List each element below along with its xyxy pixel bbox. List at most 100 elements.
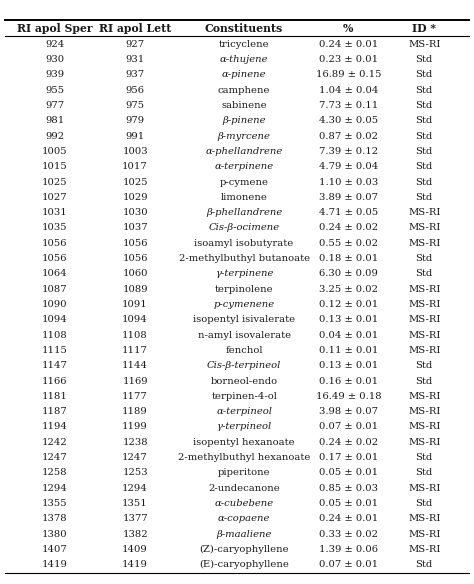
Text: limonene: limonene xyxy=(221,193,267,202)
Text: 3.98 ± 0.07: 3.98 ± 0.07 xyxy=(319,407,378,416)
Text: 4.30 ± 0.05: 4.30 ± 0.05 xyxy=(319,116,378,126)
Text: 7.73 ± 0.11: 7.73 ± 0.11 xyxy=(319,101,378,110)
Text: 0.24 ± 0.02: 0.24 ± 0.02 xyxy=(319,224,378,232)
Text: 1194: 1194 xyxy=(42,422,67,432)
Text: 1355: 1355 xyxy=(42,499,67,508)
Text: 3.89 ± 0.07: 3.89 ± 0.07 xyxy=(319,193,378,202)
Text: Std: Std xyxy=(416,269,433,279)
Text: Std: Std xyxy=(416,377,433,385)
Text: 0.04 ± 0.01: 0.04 ± 0.01 xyxy=(319,331,378,340)
Text: 956: 956 xyxy=(126,86,145,95)
Text: 1166: 1166 xyxy=(42,377,67,385)
Text: 1025: 1025 xyxy=(42,178,67,187)
Text: piperitone: piperitone xyxy=(218,468,271,477)
Text: Std: Std xyxy=(416,101,433,110)
Text: 1199: 1199 xyxy=(122,422,148,432)
Text: β-maaliene: β-maaliene xyxy=(217,530,272,538)
Text: 1380: 1380 xyxy=(42,530,67,538)
Text: 1.39 ± 0.06: 1.39 ± 0.06 xyxy=(319,545,378,554)
Text: MS-RI: MS-RI xyxy=(408,392,440,401)
Text: 0.05 ± 0.01: 0.05 ± 0.01 xyxy=(319,468,378,477)
Text: 0.13 ± 0.01: 0.13 ± 0.01 xyxy=(319,315,378,324)
Text: camphene: camphene xyxy=(218,86,270,95)
Text: MS-RI: MS-RI xyxy=(408,530,440,538)
Text: 1378: 1378 xyxy=(42,514,67,523)
Text: 0.23 ± 0.01: 0.23 ± 0.01 xyxy=(319,55,378,64)
Text: 1253: 1253 xyxy=(122,468,148,477)
Text: 0.85 ± 0.03: 0.85 ± 0.03 xyxy=(319,484,378,493)
Text: 1377: 1377 xyxy=(122,514,148,523)
Text: 939: 939 xyxy=(45,71,64,79)
Text: 2-undecanone: 2-undecanone xyxy=(208,484,280,493)
Text: MS-RI: MS-RI xyxy=(408,208,440,217)
Text: 991: 991 xyxy=(126,131,145,141)
Text: Std: Std xyxy=(416,71,433,79)
Text: γ-terpinene: γ-terpinene xyxy=(215,269,273,279)
Text: MS-RI: MS-RI xyxy=(408,407,440,416)
Text: 1091: 1091 xyxy=(122,300,148,309)
Text: MS-RI: MS-RI xyxy=(408,239,440,248)
Text: terpinolene: terpinolene xyxy=(215,284,273,294)
Text: MS-RI: MS-RI xyxy=(408,422,440,432)
Text: 975: 975 xyxy=(126,101,145,110)
Text: 1108: 1108 xyxy=(42,331,67,340)
Text: 0.55 ± 0.02: 0.55 ± 0.02 xyxy=(319,239,378,248)
Text: MS-RI: MS-RI xyxy=(408,40,440,49)
Text: 981: 981 xyxy=(45,116,64,126)
Text: MS-RI: MS-RI xyxy=(408,284,440,294)
Text: 1031: 1031 xyxy=(42,208,67,217)
Text: 977: 977 xyxy=(45,101,64,110)
Text: 3.25 ± 0.02: 3.25 ± 0.02 xyxy=(319,284,378,294)
Text: (E)-caryophyllene: (E)-caryophyllene xyxy=(199,560,289,569)
Text: isoamyl isobutyrate: isoamyl isobutyrate xyxy=(194,239,294,248)
Text: 0.11 ± 0.01: 0.11 ± 0.01 xyxy=(319,346,378,355)
Text: MS-RI: MS-RI xyxy=(408,346,440,355)
Text: 1407: 1407 xyxy=(42,545,67,554)
Text: MS-RI: MS-RI xyxy=(408,437,440,447)
Text: RI apol Lett: RI apol Lett xyxy=(99,23,171,33)
Text: isopentyl isivalerate: isopentyl isivalerate xyxy=(193,315,295,324)
Text: 1242: 1242 xyxy=(42,437,67,447)
Text: RI apol Sper: RI apol Sper xyxy=(17,23,92,33)
Text: 0.24 ± 0.02: 0.24 ± 0.02 xyxy=(319,437,378,447)
Text: 1177: 1177 xyxy=(122,392,148,401)
Text: 1056: 1056 xyxy=(122,239,148,248)
Text: 1117: 1117 xyxy=(122,346,148,355)
Text: 927: 927 xyxy=(126,40,145,49)
Text: Std: Std xyxy=(416,55,433,64)
Text: 0.87 ± 0.02: 0.87 ± 0.02 xyxy=(319,131,378,141)
Text: α-pinene: α-pinene xyxy=(222,71,266,79)
Text: 7.39 ± 0.12: 7.39 ± 0.12 xyxy=(319,147,378,156)
Text: Std: Std xyxy=(416,361,433,370)
Text: n-amyl isovalerate: n-amyl isovalerate xyxy=(198,331,291,340)
Text: 0.18 ± 0.01: 0.18 ± 0.01 xyxy=(319,254,378,263)
Text: 4.71 ± 0.05: 4.71 ± 0.05 xyxy=(319,208,378,217)
Text: 1181: 1181 xyxy=(42,392,67,401)
Text: 1037: 1037 xyxy=(122,224,148,232)
Text: 1089: 1089 xyxy=(122,284,148,294)
Text: 1030: 1030 xyxy=(122,208,148,217)
Text: 1064: 1064 xyxy=(42,269,67,279)
Text: Std: Std xyxy=(416,254,433,263)
Text: 0.05 ± 0.01: 0.05 ± 0.01 xyxy=(319,499,378,508)
Text: 1382: 1382 xyxy=(122,530,148,538)
Text: %: % xyxy=(343,23,354,33)
Text: 992: 992 xyxy=(45,131,64,141)
Text: 1419: 1419 xyxy=(122,560,148,569)
Text: Std: Std xyxy=(416,468,433,477)
Text: Cis-β-terpineol: Cis-β-terpineol xyxy=(207,361,281,370)
Text: tricyclene: tricyclene xyxy=(219,40,269,49)
Text: Constituents: Constituents xyxy=(205,23,283,33)
Text: 0.17 ± 0.01: 0.17 ± 0.01 xyxy=(319,453,378,462)
Text: 1294: 1294 xyxy=(122,484,148,493)
Text: Std: Std xyxy=(416,193,433,202)
Text: Std: Std xyxy=(416,560,433,569)
Text: 1108: 1108 xyxy=(122,331,148,340)
Text: 1087: 1087 xyxy=(42,284,67,294)
Text: 1035: 1035 xyxy=(42,224,67,232)
Text: 2-methylbuthyl hexanoate: 2-methylbuthyl hexanoate xyxy=(178,453,310,462)
Text: 1029: 1029 xyxy=(122,193,148,202)
Text: Std: Std xyxy=(416,86,433,95)
Text: 4.79 ± 0.04: 4.79 ± 0.04 xyxy=(319,162,378,171)
Text: 1187: 1187 xyxy=(42,407,67,416)
